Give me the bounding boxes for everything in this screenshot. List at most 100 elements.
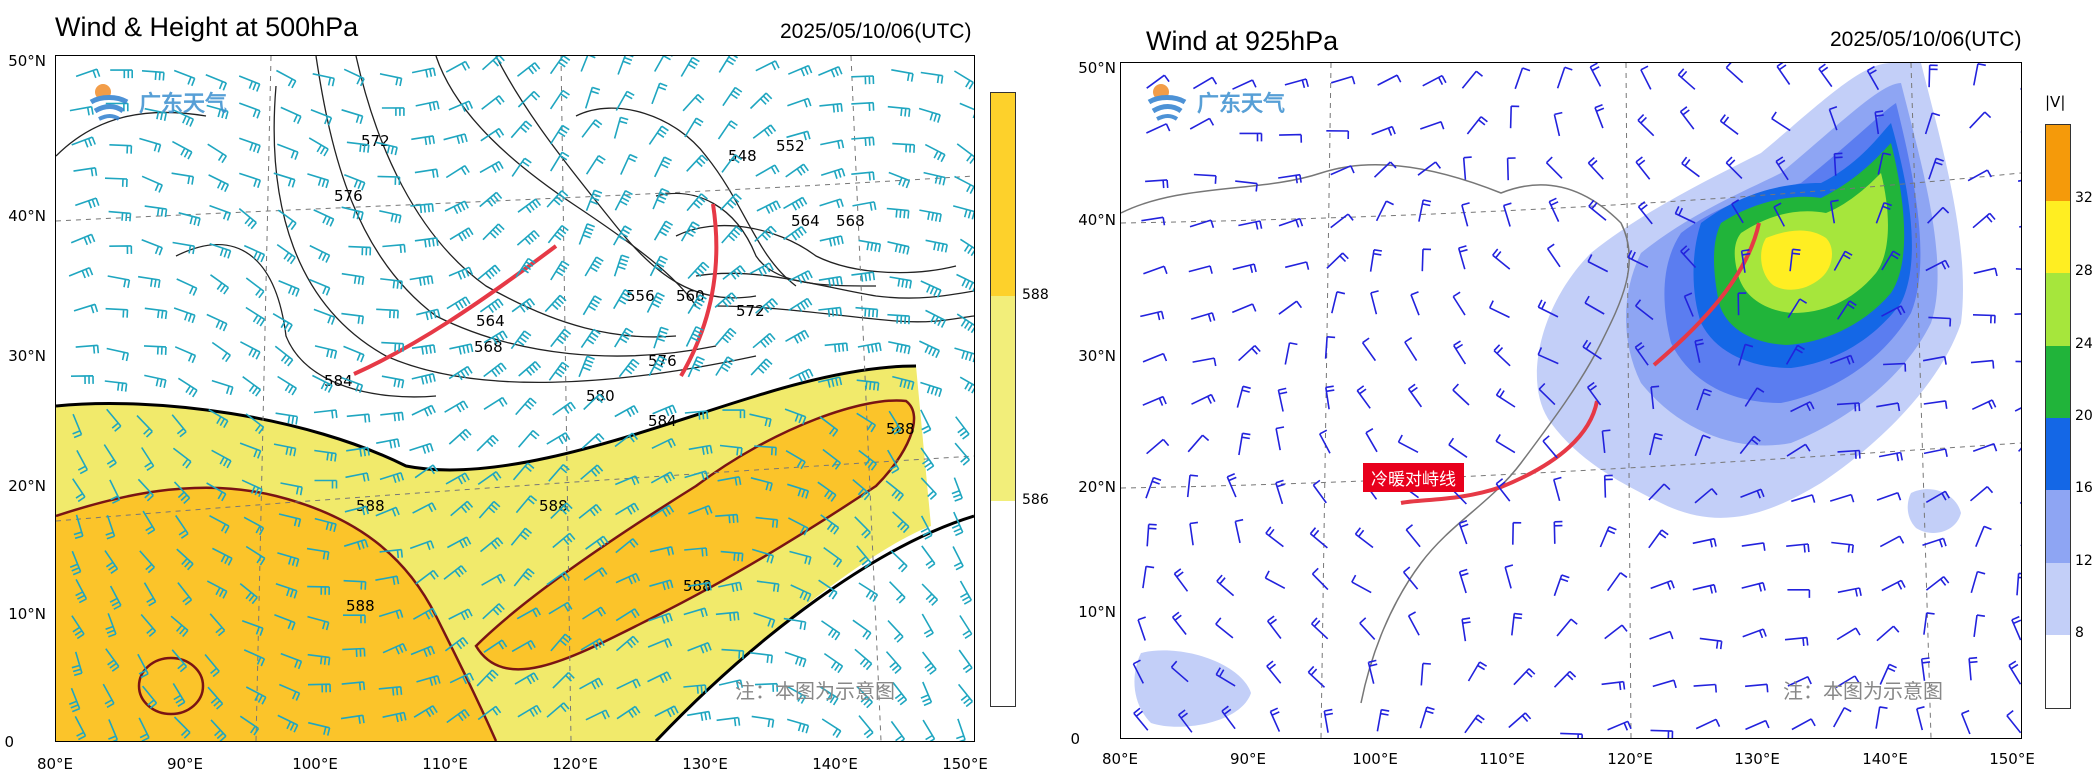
- wind-barb: [618, 358, 640, 378]
- wind-barb: [818, 376, 843, 388]
- wind-barb: [379, 548, 403, 559]
- wind-barb: [1285, 261, 1310, 270]
- wind-barb: [348, 245, 372, 256]
- wind-barb: [414, 237, 439, 248]
- wind-barb: [1546, 243, 1561, 268]
- wind-barb: [892, 682, 908, 706]
- wind-barb: [75, 197, 100, 209]
- wind-barb: [415, 100, 440, 111]
- right-lon-130: 130°E: [1734, 750, 1780, 768]
- wind-barb: [278, 683, 301, 701]
- wind-barb: [959, 376, 974, 394]
- wind-barb: [786, 718, 810, 734]
- wind-barb: [1448, 437, 1468, 458]
- wind-barb: [138, 717, 150, 741]
- wind-barb: [343, 614, 366, 624]
- wind-barb: [1279, 133, 1303, 143]
- wind-barb: [1238, 345, 1261, 362]
- left-panel-title: Wind & Height at 500hPa: [55, 12, 359, 42]
- wind-barb: [1741, 542, 1766, 551]
- wind-barb: [1419, 706, 1435, 729]
- wind-barb: [1775, 156, 1789, 181]
- wind-barb: [444, 636, 469, 652]
- wind-barb: [546, 190, 569, 208]
- wind-barb: [958, 649, 973, 674]
- wind-barb: [109, 245, 133, 255]
- contour-588-west: [56, 486, 498, 741]
- contour-588-small: [137, 656, 205, 716]
- wind-barb: [69, 105, 94, 116]
- wind-barb: [172, 140, 193, 160]
- wind-barb: [409, 275, 434, 286]
- wind-barb: [174, 346, 197, 364]
- wind-barb: [920, 515, 933, 540]
- logo-text: 广东天气: [1197, 92, 1286, 117]
- wind-barb: [1235, 180, 1258, 192]
- wind-barb: [613, 289, 633, 310]
- wind-barb: [685, 326, 704, 347]
- wind-barb: [1538, 382, 1556, 406]
- wind-barb: [1187, 434, 1210, 453]
- wind-barb: [754, 445, 777, 456]
- wind-barb: [1171, 611, 1187, 635]
- wind-barb: [69, 550, 82, 576]
- wind-barb: [141, 239, 163, 256]
- wind-barb: [1407, 611, 1420, 636]
- wind-barb: [1192, 76, 1218, 90]
- wind-barb: [1370, 290, 1379, 315]
- wind-barb: [854, 516, 871, 539]
- right-wind-barbs: [1132, 63, 2021, 738]
- wind-barb: [1421, 248, 1432, 272]
- wind-barb: [208, 174, 230, 193]
- wind-barb: [1972, 212, 1996, 229]
- left-lat-30: 30°N: [8, 347, 46, 365]
- wind-barb: [1377, 74, 1402, 86]
- wind-barb: [1422, 74, 1447, 87]
- wind-barb: [206, 580, 228, 599]
- wind-barb: [651, 82, 668, 105]
- wind-barb: [615, 572, 641, 585]
- wind-barb: [818, 275, 843, 287]
- right-lon-110: 110°E: [1479, 750, 1525, 768]
- wind-barb: [1365, 428, 1378, 453]
- wind-barb: [821, 620, 841, 641]
- wind-barb: [552, 401, 576, 416]
- wind-barb: [239, 137, 261, 154]
- wind-barb: [887, 105, 911, 117]
- wind-barb: [205, 74, 228, 91]
- wind-barb: [786, 130, 811, 141]
- wind-barb: [1537, 347, 1559, 365]
- wind-barb: [476, 669, 499, 687]
- contour-label: 548: [728, 147, 757, 165]
- trough-line-east: [679, 203, 719, 378]
- wind-barb: [923, 171, 946, 186]
- right-colorbar-tick-28: 28: [2075, 263, 2093, 279]
- wind-barb: [1189, 219, 1215, 229]
- wind-barb: [1553, 670, 1577, 688]
- wind-barb: [139, 137, 162, 153]
- wind-barb: [210, 274, 230, 295]
- wind-barb: [1512, 521, 1522, 545]
- wind-barb: [544, 294, 567, 313]
- wind-barb: [787, 97, 812, 108]
- wind-barb: [1269, 707, 1281, 732]
- wind-barb: [1266, 615, 1282, 639]
- wind-barb: [343, 345, 365, 363]
- right-colorbar-tick-24: 24: [2075, 336, 2093, 352]
- wind-barb: [888, 410, 902, 435]
- wind-barb: [750, 477, 773, 492]
- wind-barb: [1170, 660, 1189, 683]
- right-lon-80: 80°E: [1101, 750, 1139, 768]
- wind-barb: [209, 514, 230, 534]
- wind-barb: [1238, 220, 1263, 230]
- wind-barb: [239, 442, 262, 459]
- wind-barb: [343, 68, 365, 87]
- wind-barb: [70, 375, 94, 385]
- wind-barb: [1674, 206, 1696, 224]
- wind-barb: [177, 377, 198, 398]
- right-lon-90: 90°E: [1229, 750, 1267, 768]
- wind-barb: [1146, 523, 1157, 547]
- wind-barb: [822, 448, 842, 470]
- wind-barb: [1309, 527, 1328, 549]
- wind-barb: [550, 502, 573, 519]
